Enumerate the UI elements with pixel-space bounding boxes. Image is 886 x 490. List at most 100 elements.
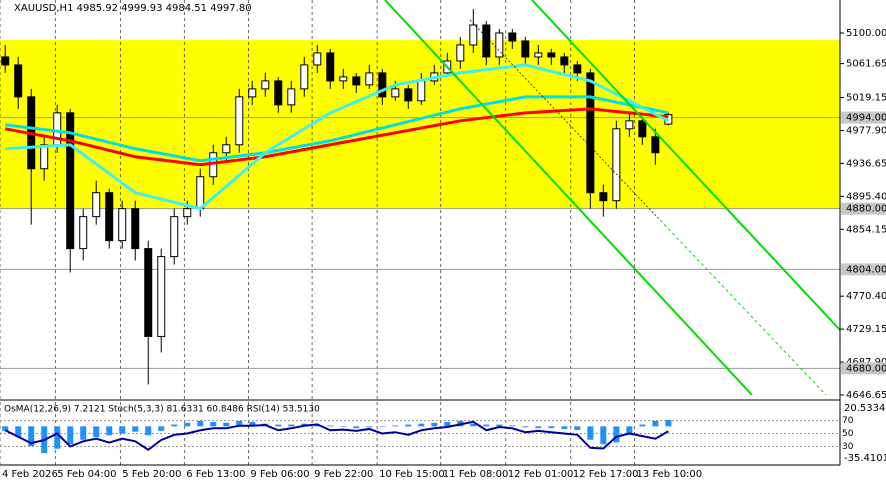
candle-body xyxy=(326,52,335,82)
grid-layer xyxy=(0,0,840,465)
osma-bar xyxy=(93,426,100,438)
osma-bar xyxy=(210,421,217,427)
y-tick-label: -35.4101 xyxy=(844,453,886,464)
candle-body xyxy=(352,76,361,86)
candle-body xyxy=(365,72,374,86)
candle-body xyxy=(131,208,140,250)
level-label-bg xyxy=(841,202,886,215)
candle-body xyxy=(612,128,621,202)
x-tick-label: 12 Feb 01:00 xyxy=(508,469,574,480)
osma-bar xyxy=(561,426,568,430)
candle-body xyxy=(534,52,543,58)
level-label: 4804.00 xyxy=(846,264,886,275)
zone-layer xyxy=(0,40,840,209)
osma-bar xyxy=(158,426,165,431)
candle-body xyxy=(144,248,153,337)
osma-bar xyxy=(509,425,516,427)
osma-bar xyxy=(275,424,282,427)
candle-body xyxy=(599,192,608,202)
osma-bar xyxy=(288,424,295,427)
osma-bar xyxy=(470,423,477,427)
osma-bar xyxy=(379,426,386,427)
candle-body xyxy=(92,192,101,218)
trend-line xyxy=(469,19,661,221)
oscillator-line xyxy=(4,420,669,451)
y2-tick-label: 50 xyxy=(842,429,854,439)
osma-bar xyxy=(587,426,594,440)
level-label-bg xyxy=(841,263,886,276)
candle-body xyxy=(1,56,10,66)
candle-body xyxy=(625,120,634,130)
level-label-bg xyxy=(841,362,886,375)
osma-bar xyxy=(2,426,9,431)
level-label: 4680.00 xyxy=(846,363,886,374)
level-label: 4880.00 xyxy=(846,204,886,215)
osma-bar xyxy=(327,425,334,427)
osma-bar xyxy=(184,422,191,427)
candle-body xyxy=(638,120,647,138)
osma-bar xyxy=(249,421,256,427)
osma-bar xyxy=(626,426,633,434)
chart-title: XAUUSD,H1 4985.92 4999.93 4984.51 4997.8… xyxy=(14,3,252,14)
osma-bar xyxy=(418,423,425,427)
candle-body xyxy=(404,88,413,102)
candle-body xyxy=(547,52,556,58)
candle-body xyxy=(521,40,530,58)
osma-bar xyxy=(431,422,438,427)
y2-tick-label: 30 xyxy=(842,442,854,452)
candle-body xyxy=(66,112,75,250)
candle-body xyxy=(378,72,387,98)
osma-bar xyxy=(405,424,412,427)
osma-bar xyxy=(665,419,672,427)
candle-body xyxy=(274,80,283,106)
trend-line xyxy=(659,219,827,396)
osma-bar xyxy=(496,424,503,427)
y-tick-label: 4977.90 xyxy=(846,125,886,136)
candle-body xyxy=(651,136,660,154)
trend-line xyxy=(384,0,753,396)
y-tick-label: 20.5334 xyxy=(844,403,885,414)
candle-body xyxy=(391,88,400,98)
x-tick-label: 12 Feb 17:00 xyxy=(573,469,639,480)
x-tick-label: 13 Feb 10:00 xyxy=(637,469,703,480)
candle-body xyxy=(118,208,127,242)
x-tick-label: 5 Feb 04:00 xyxy=(57,469,116,480)
x-tick-label: 6 Feb 13:00 xyxy=(186,469,245,480)
candle-body xyxy=(235,96,244,146)
osma-bar xyxy=(444,421,451,427)
y-tick-label: 4770.40 xyxy=(846,291,886,302)
candle-body xyxy=(79,216,88,250)
candle-body xyxy=(417,80,426,102)
x-tick-label: 10 Feb 15:00 xyxy=(379,469,445,480)
osma-bar xyxy=(223,422,230,427)
candle-body xyxy=(469,24,478,46)
y-tick-label: 5019.15 xyxy=(846,93,886,104)
candle-body xyxy=(261,80,270,90)
osma-bar xyxy=(548,426,555,429)
candle-body xyxy=(14,64,23,98)
candle-body xyxy=(456,44,465,62)
candle-body xyxy=(40,144,49,170)
osma-bar xyxy=(119,426,126,434)
osma-bar xyxy=(353,426,360,429)
candle-body xyxy=(339,76,348,82)
osma-bar xyxy=(366,426,373,428)
osma-bar xyxy=(145,426,152,436)
x-tick-label: 11 Feb 08:00 xyxy=(443,469,509,480)
osma-bar xyxy=(67,426,74,445)
y-tick-label: 4936.65 xyxy=(846,158,886,169)
osma-bar xyxy=(652,420,659,427)
osma-bar xyxy=(613,426,620,443)
candle-body xyxy=(560,56,569,66)
osma-bar xyxy=(639,424,646,427)
level-label: 4994.00 xyxy=(846,113,886,124)
y-tick-label: 4646.65 xyxy=(846,390,886,401)
x-tick-label: 9 Feb 06:00 xyxy=(250,469,309,480)
trend-line xyxy=(531,0,841,331)
x-tick-label: 4 Feb 2026 xyxy=(2,469,58,480)
y-tick-label: 5100.00 xyxy=(846,28,886,39)
osma-bar xyxy=(392,425,399,427)
candle-body xyxy=(313,52,322,66)
osma-bar xyxy=(54,426,61,449)
